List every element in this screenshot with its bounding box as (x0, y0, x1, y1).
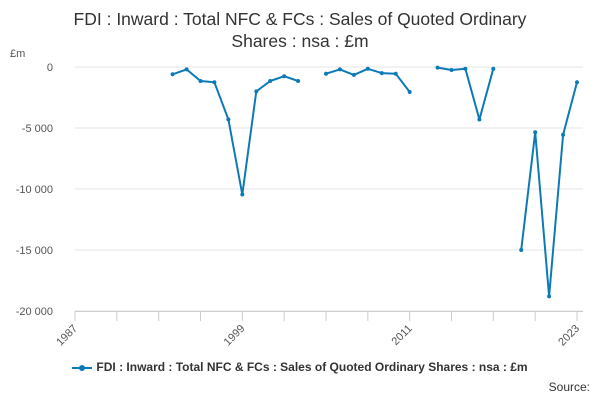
x-tick-label: 1987 (54, 323, 80, 349)
data-point (435, 65, 440, 70)
data-point (254, 89, 259, 94)
chart-title-line-2: Shares : nsa : £m (231, 31, 369, 51)
legend-label: FDI : Inward : Total NFC & FCs : Sales o… (96, 360, 528, 374)
data-point (519, 248, 524, 252)
series-line-segment (437, 66, 495, 121)
data-point (282, 74, 287, 79)
y-tick-label: -5 000 (22, 123, 53, 135)
data-point (212, 80, 217, 85)
data-point (491, 66, 496, 71)
data-point (198, 79, 203, 83)
data-point (393, 71, 398, 76)
legend-line-marker-icon (72, 364, 93, 372)
data-point (449, 68, 454, 72)
series-line-segment (172, 68, 299, 196)
data-point (407, 90, 412, 94)
source-label: Source: (548, 380, 590, 394)
x-tick-label: 1999 (222, 323, 248, 349)
data-point (226, 117, 231, 122)
data-point (268, 79, 273, 83)
data-point (240, 192, 245, 197)
y-tick-label: 0 (47, 62, 53, 74)
y-unit-label: £m (10, 48, 25, 60)
data-point (184, 67, 189, 72)
y-tick-label: -10 000 (16, 184, 53, 196)
data-point (561, 132, 566, 137)
gridlines (75, 66, 583, 312)
y-tick-label: -20 000 (16, 306, 53, 318)
data-point (575, 80, 579, 85)
y-tick-label: -15 000 (16, 245, 53, 257)
data-point (351, 72, 356, 77)
data-point (170, 72, 175, 77)
x-tick-label: 2023 (556, 323, 582, 349)
chart-title: FDI : Inward : Total NFC & FCs : Sales o… (0, 8, 600, 52)
data-point (463, 66, 468, 71)
data-point (477, 117, 482, 122)
data-point (337, 67, 342, 72)
series-layer (170, 65, 579, 299)
data-point (379, 71, 384, 76)
legend[interactable]: FDI : Inward : Total NFC & FCs : Sales o… (0, 360, 600, 374)
data-point (365, 66, 370, 71)
data-point (296, 79, 301, 83)
data-point (547, 294, 552, 299)
data-point (324, 71, 328, 76)
chart-title-line-1: FDI : Inward : Total NFC & FCs : Sales o… (73, 9, 527, 29)
x-tick-label: 2011 (390, 323, 415, 348)
data-point (533, 130, 538, 135)
series-line-segment (325, 67, 411, 93)
